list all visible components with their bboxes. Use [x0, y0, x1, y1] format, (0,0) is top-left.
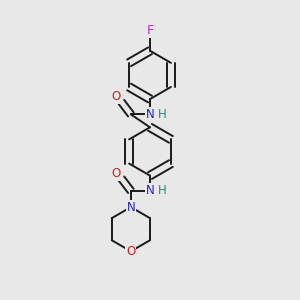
- Text: O: O: [126, 245, 136, 258]
- Text: O: O: [112, 167, 121, 180]
- Text: H: H: [158, 108, 167, 121]
- Text: N: N: [146, 108, 154, 121]
- Text: N: N: [127, 201, 135, 214]
- Text: O: O: [112, 90, 121, 103]
- Text: H: H: [158, 184, 167, 197]
- Text: F: F: [146, 24, 154, 37]
- Text: N: N: [146, 184, 154, 197]
